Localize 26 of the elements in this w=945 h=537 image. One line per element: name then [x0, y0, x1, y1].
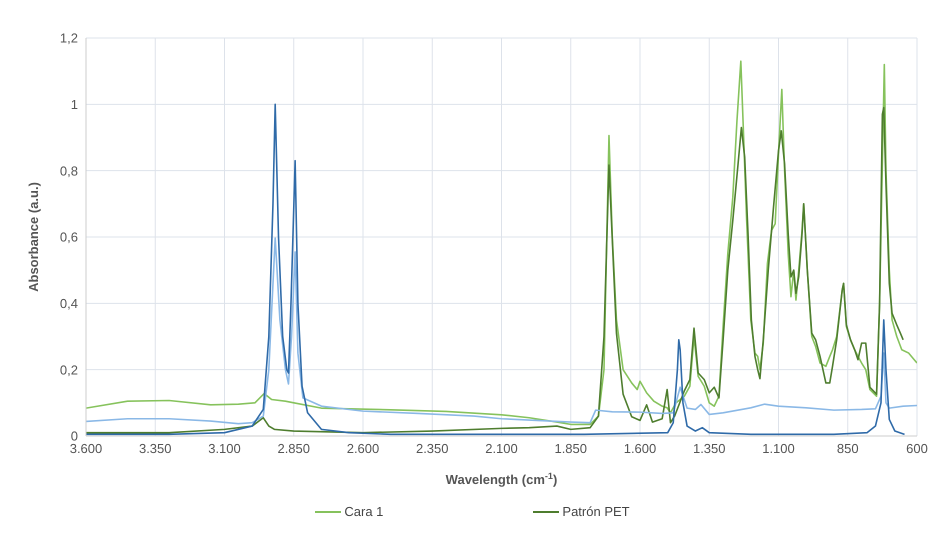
x-tick-label: 2.350 — [416, 441, 449, 456]
line-series — [86, 237, 917, 425]
y-tick-label: 0,4 — [60, 296, 78, 311]
y-tick-label: 0,6 — [60, 230, 78, 245]
x-tick-label: 1.600 — [624, 441, 656, 456]
legend-label: Cara 1 — [344, 504, 384, 519]
x-tick-label: 600 — [906, 441, 928, 456]
x-tick-label: 2.100 — [485, 441, 518, 456]
x-tick-label: 2.600 — [346, 441, 380, 456]
x-tick-label: 1.350 — [692, 441, 726, 456]
x-tick-label: 1.850 — [554, 441, 588, 456]
x-tick-label: 2.850 — [277, 441, 310, 456]
y-tick-label: 1 — [70, 96, 78, 112]
legend-label: Patrón PET — [562, 504, 630, 519]
x-tick-label: 3.600 — [70, 441, 102, 456]
x-axis-title: Wavelength (cm$^{-1}$) — [446, 471, 558, 487]
x-tick-label: 850 — [836, 441, 859, 456]
y-tick-label: 1,2 — [60, 30, 78, 46]
x-tick-label: 3.350 — [138, 441, 172, 456]
x-tick-label: 3.100 — [208, 441, 241, 456]
y-tick-label: 0 — [70, 428, 78, 444]
x-tick-label: 1.100 — [762, 441, 795, 456]
y-tick-label: 0,8 — [60, 163, 78, 178]
y-tick-label: 0,2 — [60, 362, 78, 378]
y-axis-title: Absorbance (a.u.) — [26, 182, 41, 292]
line-series — [86, 60, 917, 426]
